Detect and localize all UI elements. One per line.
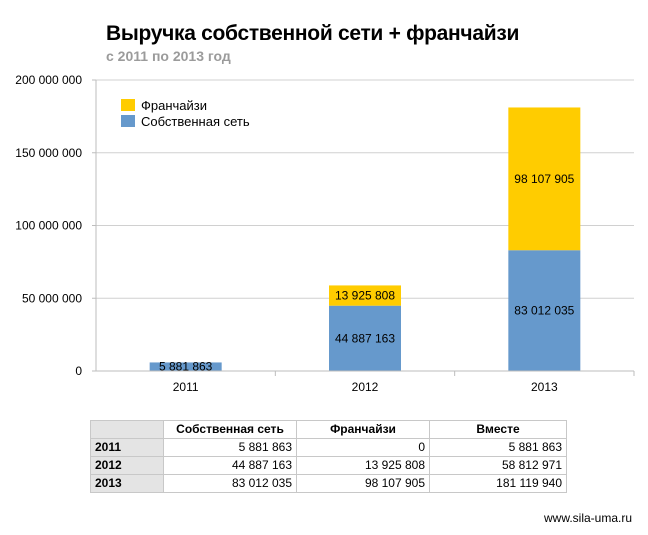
legend-swatch	[121, 99, 135, 111]
table-row: 2013 83 012 035 98 107 905 181 119 940	[90, 474, 567, 493]
table-row: 2012 44 887 163 13 925 808 58 812 971	[90, 456, 567, 475]
data-table: Собственная сеть Франчайзи Вместе 2011 5…	[90, 420, 567, 493]
table-cell-own: 83 012 035	[163, 474, 297, 493]
y-tick-label: 50 000 000	[22, 291, 82, 305]
table-header-row: Собственная сеть Франчайзи Вместе	[90, 420, 567, 439]
bar-data-label: 44 887 163	[335, 331, 395, 345]
table-cell-total: 5 881 863	[429, 438, 567, 457]
bar-segment-franchise	[329, 285, 401, 306]
table-cell-franchise: 98 107 905	[296, 474, 430, 493]
table-row-year: 2012	[90, 456, 164, 475]
chart-bars: 5 881 863 44 887 163 13 925 808 83 012 035 9…	[149, 107, 581, 374]
x-axis-ticks: 2011 2012 2013	[96, 370, 635, 394]
table-cell-franchise: 0	[296, 438, 430, 457]
bar-segment-own	[508, 250, 581, 371]
chart-subtitle: с 2011 по 2013 год	[106, 48, 231, 64]
table-row: 2011 5 881 863 0 5 881 863	[90, 438, 567, 457]
y-tick-label: 0	[75, 364, 82, 378]
bar-segment-franchise	[508, 107, 581, 251]
table-row-year: 2013	[90, 474, 164, 493]
bar-data-label: 13 925 808	[335, 289, 395, 303]
x-tick-label: 2011	[173, 380, 199, 394]
y-tick-label: 200 000 000	[15, 73, 82, 87]
table-cell-own: 5 881 863	[163, 438, 297, 457]
table-cell-total: 58 812 971	[429, 456, 567, 475]
bar-segment-own	[329, 305, 401, 371]
bar-segment-own	[149, 362, 222, 371]
table-header-own: Собственная сеть	[163, 420, 297, 439]
x-tick-label: 2013	[531, 380, 558, 394]
table-header-franchise: Франчайзи	[296, 420, 430, 439]
bar-data-label: 83 012 035	[514, 304, 574, 318]
bar-data-label: 98 107 905	[514, 172, 574, 186]
bar-data-label: 5 881 863	[159, 360, 213, 374]
y-tick-label: 100 000 000	[15, 219, 82, 233]
table-cell-total: 181 119 940	[429, 474, 567, 493]
x-tick-label: 2012	[352, 380, 379, 394]
table-cell-own: 44 887 163	[163, 456, 297, 475]
legend-label: Франчайзи	[141, 98, 207, 113]
y-tick-label: 150 000 000	[15, 146, 82, 160]
table-corner-cell	[90, 420, 164, 439]
table-row-year: 2011	[90, 438, 164, 457]
footer-site-link[interactable]: www.sila-uma.ru	[544, 511, 633, 525]
legend-swatch	[121, 115, 135, 127]
y-axis-ticks: 0 50 000 000 100 000 000 150 000 000 200 000…	[15, 73, 97, 378]
chart-title: Выручка собственной сети + франчайзи	[106, 22, 520, 45]
table-cell-franchise: 13 925 808	[296, 456, 430, 475]
table-header-total: Вместе	[429, 420, 567, 439]
legend-label: Собственная сеть	[141, 114, 250, 129]
stacked-bar-chart: 0 50 000 000 100 000 000 150 000 000 200 000…	[15, 73, 635, 394]
